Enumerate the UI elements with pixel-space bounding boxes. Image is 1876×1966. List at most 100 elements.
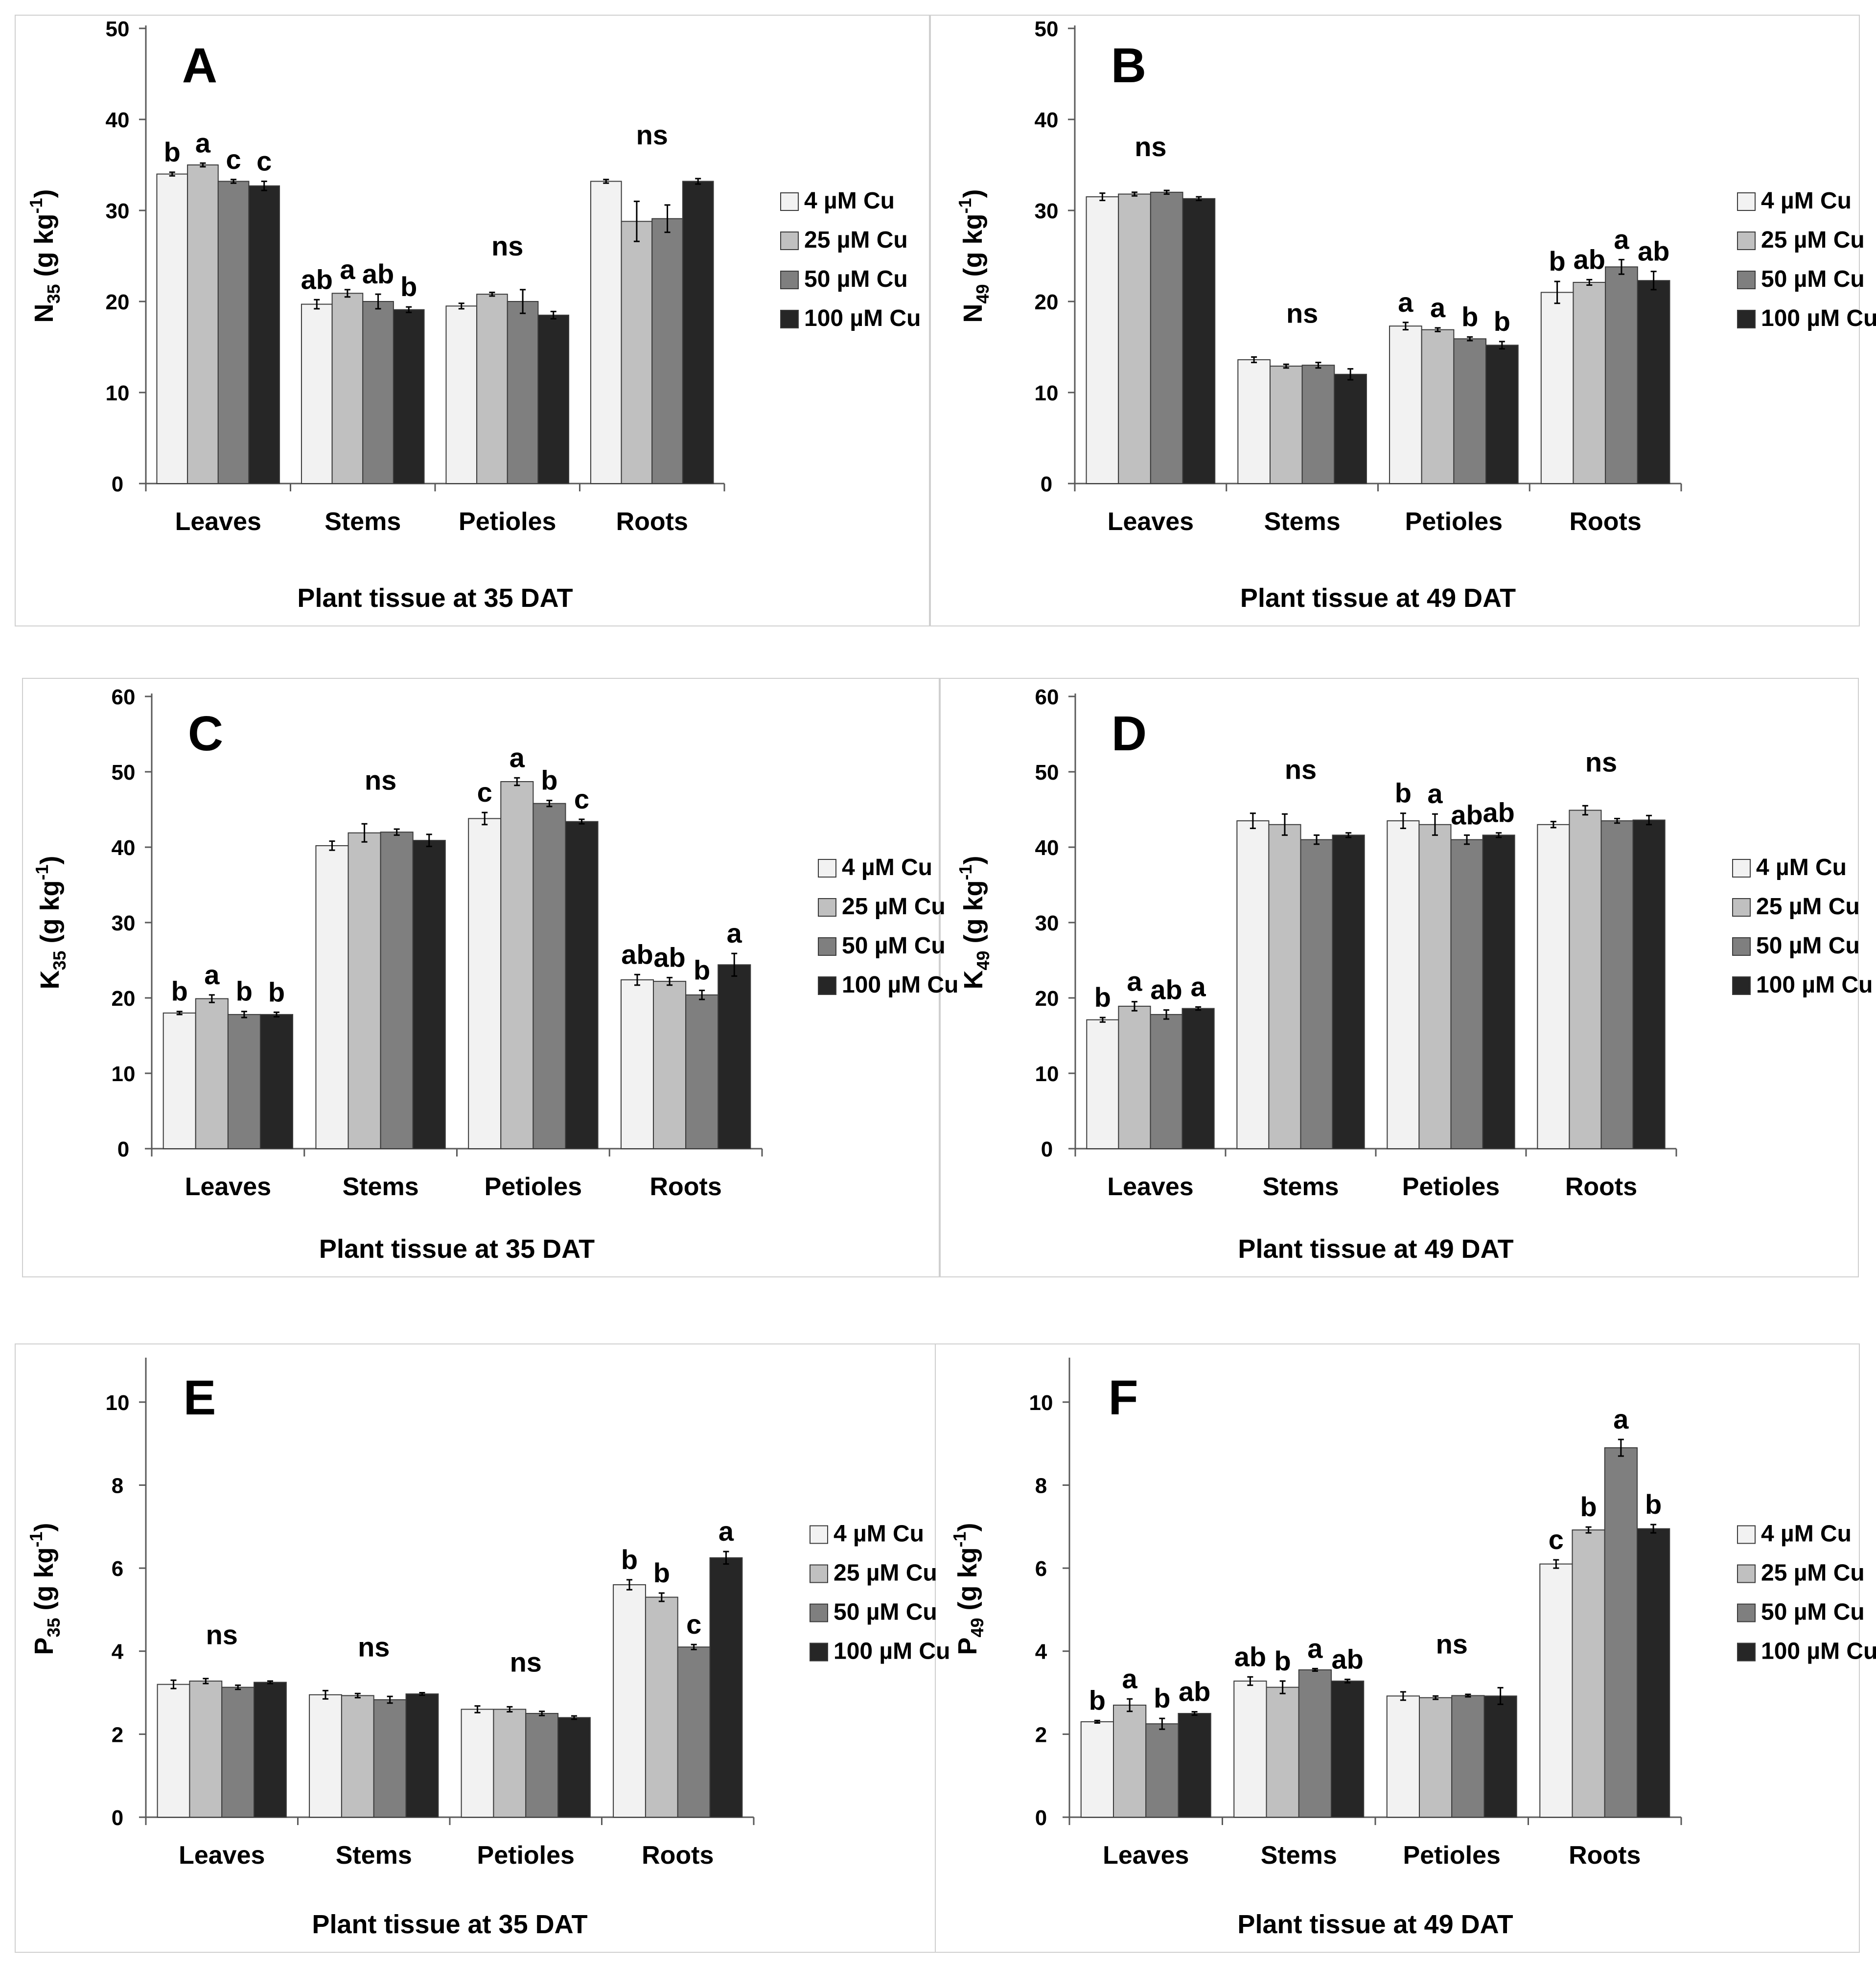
y-axis-title: N49 (g kg-1) (955, 189, 993, 323)
legend-label: 25 µM Cu (1761, 1560, 1865, 1586)
legend-swatch (1732, 859, 1751, 878)
bar (1118, 1005, 1151, 1149)
legend-label: 25 µM Cu (804, 227, 908, 253)
y-tick-label: 20 (106, 290, 130, 314)
y-axis-title: K49 (g kg-1) (955, 856, 993, 989)
y-axis-title-subscript: 49 (973, 950, 993, 970)
significance-letter: b (1461, 301, 1478, 332)
y-tick-label: 50 (1035, 17, 1059, 41)
y-tick-label: 8 (112, 1474, 123, 1498)
category-label: Roots (1569, 1841, 1641, 1870)
significance-letter: ns (1436, 1628, 1468, 1659)
y-axis-title-close: ) (29, 189, 59, 198)
legend-label: 25 µM Cu (1756, 894, 1860, 920)
category-label: Roots (616, 508, 688, 536)
bar (533, 803, 566, 1150)
bar (1637, 1528, 1670, 1818)
category-label: Leaves (175, 508, 261, 536)
y-tick-label: 6 (1035, 1557, 1047, 1581)
y-axis-title-subscript: 49 (973, 284, 993, 303)
y-axis-title-subscript: 35 (44, 1618, 64, 1637)
bar (221, 1687, 255, 1818)
legend-label: 25 µM Cu (842, 894, 946, 920)
bar (1269, 366, 1303, 484)
y-axis-title-element: N (29, 304, 59, 323)
significance-letter: a (1191, 971, 1206, 1002)
bar (315, 845, 349, 1150)
significance-letter: b (164, 137, 181, 167)
bar (1389, 325, 1422, 484)
y-axis-title-element: P (29, 1638, 59, 1655)
panel-frame-f (935, 1343, 1860, 1953)
legend-label: 100 µM Cu (834, 1639, 950, 1665)
legend-swatch (810, 1642, 828, 1662)
y-tick-label: 10 (106, 381, 130, 405)
bar (1419, 1697, 1453, 1818)
bar (1572, 1529, 1605, 1818)
legend-swatch (1732, 898, 1751, 917)
x-axis-title: Plant tissue at 49 DAT (1238, 1234, 1513, 1264)
legend-label: 50 µM Cu (804, 266, 908, 292)
significance-letter: a (1613, 1404, 1629, 1434)
y-tick-label: 2 (1035, 1723, 1047, 1747)
y-tick-label: 40 (1035, 836, 1059, 860)
category-label: Stems (1261, 1841, 1337, 1870)
bar (1113, 1704, 1147, 1818)
category-label: Roots (1569, 508, 1641, 536)
y-axis-title-superscript: -1 (950, 1531, 970, 1547)
y-tick-label: 30 (106, 199, 130, 223)
y-tick-label: 40 (112, 836, 136, 860)
legend-swatch (780, 310, 799, 328)
legend-label: 100 µM Cu (1756, 972, 1873, 998)
bar (1266, 1687, 1299, 1818)
y-axis-title-unit: (g kg (953, 1547, 982, 1618)
bar (461, 1709, 494, 1818)
bar (651, 218, 683, 484)
panel-label: C (188, 706, 223, 761)
bar (1485, 345, 1519, 485)
significance-letter: c (226, 144, 241, 175)
legend-swatch (1737, 310, 1756, 328)
significance-letter: ab (1638, 236, 1669, 267)
category-label: Leaves (1103, 1841, 1189, 1870)
significance-letter: a (1614, 224, 1629, 254)
bar (254, 1682, 287, 1818)
bar (1482, 834, 1515, 1149)
bar (1150, 1014, 1183, 1149)
panel-frame-b (930, 15, 1860, 626)
bar (1237, 359, 1271, 484)
significance-letter: ab (1574, 244, 1605, 275)
bar (362, 301, 394, 484)
legend-swatch (818, 859, 836, 878)
bar (157, 1684, 190, 1818)
y-axis-title-subscript: 35 (44, 284, 64, 303)
x-axis-title: Plant tissue at 49 DAT (1240, 583, 1516, 613)
significance-letter: b (236, 976, 253, 1007)
legend-label: 25 µM Cu (834, 1560, 937, 1586)
significance-letter: ab (621, 939, 653, 970)
bar (468, 818, 502, 1149)
significance-letter: ns (491, 231, 523, 261)
significance-letter: ns (358, 1631, 390, 1662)
bar (476, 294, 508, 484)
bar (682, 181, 714, 485)
legend-label: 100 µM Cu (842, 972, 958, 998)
significance-letter: a (510, 742, 525, 773)
significance-letter: a (1398, 287, 1413, 318)
legend-swatch (780, 192, 799, 211)
category-label: Stems (343, 1173, 419, 1201)
y-axis-title-close: ) (35, 856, 65, 864)
y-axis-title-element: N (958, 304, 988, 323)
bar (1182, 198, 1216, 484)
significance-letter: ab (653, 942, 685, 972)
significance-letter: ab (1482, 797, 1514, 828)
significance-letter: b (653, 1557, 670, 1588)
legend-label: 4 µM Cu (1761, 188, 1852, 214)
significance-letter: b (1274, 1645, 1291, 1676)
y-axis-title-unit: (g kg (29, 1547, 59, 1618)
bar (1080, 1721, 1114, 1818)
bar (259, 1014, 294, 1149)
